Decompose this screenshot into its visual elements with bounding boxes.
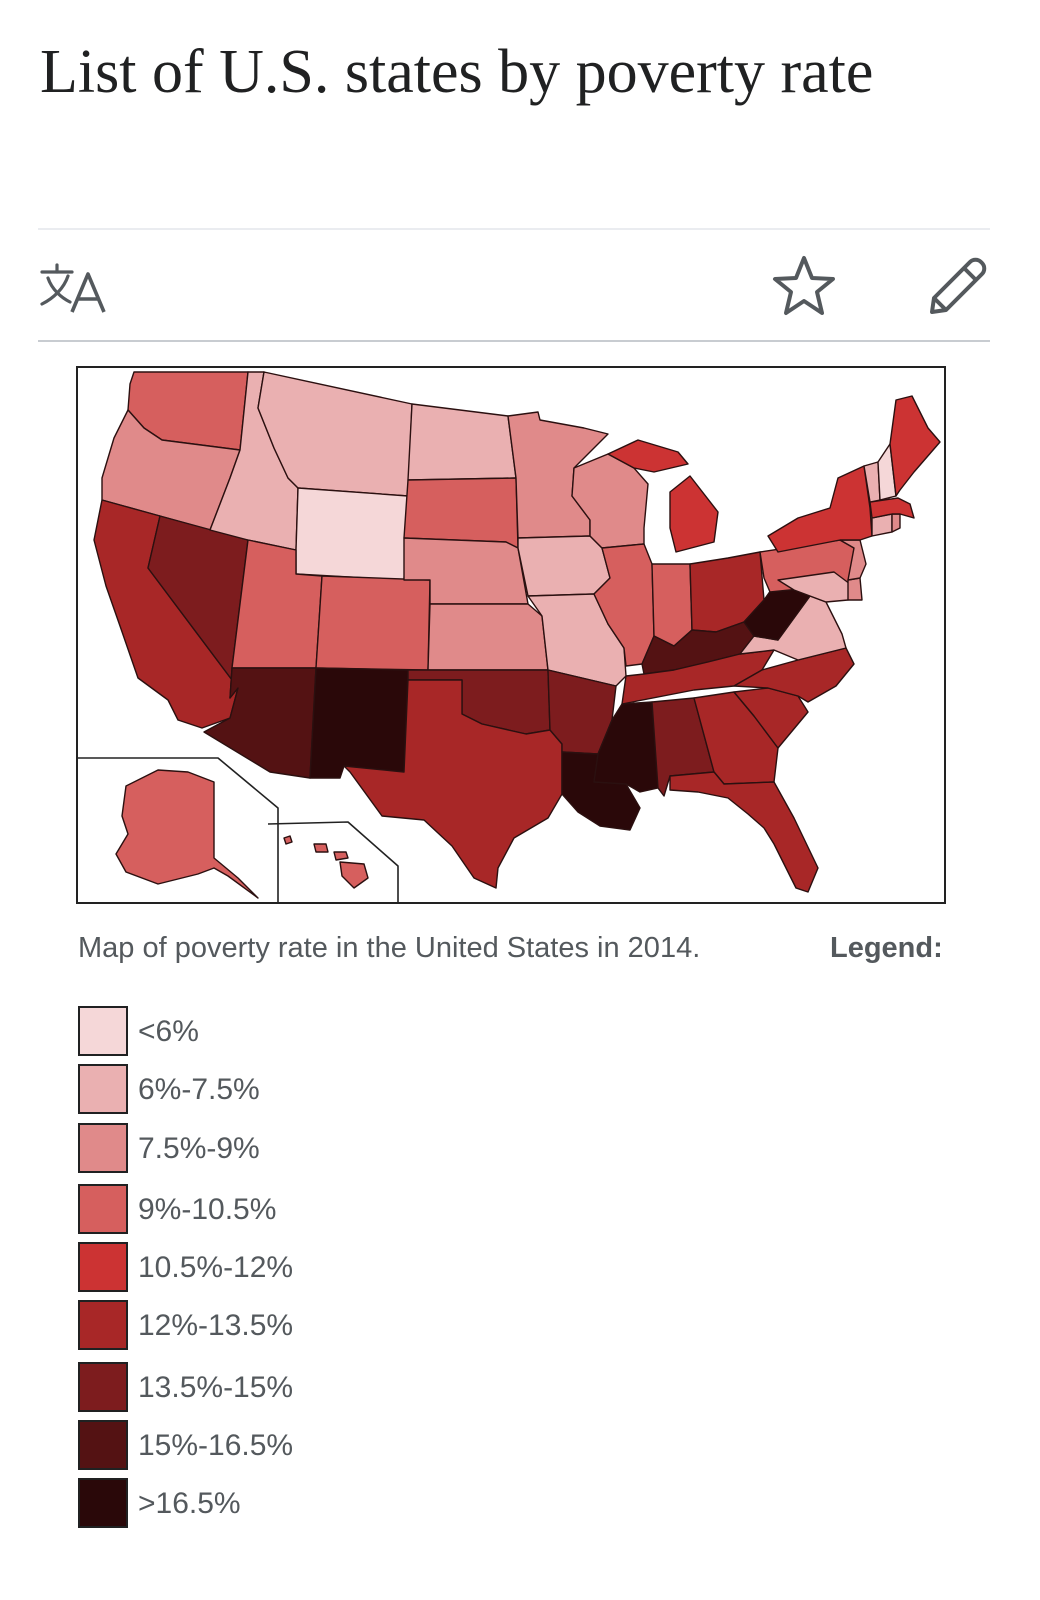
legend-item-label: 15%-16.5% [138, 1429, 294, 1462]
legend-item-label: >16.5% [138, 1487, 241, 1520]
state-massachusetts[interactable] [869, 497, 915, 519]
state-north-dakota[interactable] [407, 403, 517, 481]
caption-text: Map of poverty rate in the United States… [78, 932, 701, 964]
state-mississippi[interactable] [593, 701, 659, 793]
legend-swatch [78, 1184, 128, 1234]
pencil-icon[interactable] [924, 254, 990, 320]
legend-item: 9%-10.5% [78, 1182, 478, 1236]
state-kansas[interactable] [427, 603, 549, 671]
legend-item-label: 9%-10.5% [138, 1193, 277, 1226]
map-caption: Map of poverty rate in the United States… [78, 926, 1008, 970]
state-hawaii[interactable] [283, 835, 369, 889]
state-maine[interactable] [889, 395, 941, 497]
legend-heading: Legend: [830, 932, 943, 964]
page-title: List of U.S. states by poverty rate [40, 38, 874, 106]
legend-swatch [78, 1064, 128, 1114]
state-maryland[interactable] [777, 571, 851, 603]
title-divider [38, 228, 990, 230]
legend-swatch [78, 1420, 128, 1470]
legend-item: 7.5%-9% [78, 1121, 478, 1175]
hawaii-inset-frame [267, 821, 399, 902]
legend-item: 10.5%-12% [78, 1240, 478, 1294]
legend-item: >16.5% [78, 1476, 478, 1530]
state-rhode-island[interactable] [891, 513, 901, 533]
alaska-inset-frame [78, 757, 279, 902]
state-wyoming[interactable] [295, 487, 409, 581]
legend-item-label: 10.5%-12% [138, 1251, 294, 1284]
star-icon[interactable] [772, 254, 836, 318]
legend-item: <6% [78, 1004, 478, 1058]
legend-item: 13.5%-15% [78, 1360, 478, 1414]
legend-swatch [78, 1006, 128, 1056]
legend-swatch [78, 1478, 128, 1528]
legend-swatch [78, 1362, 128, 1412]
legend-item-label: 7.5%-9% [138, 1132, 260, 1165]
legend-item-label: 13.5%-15% [138, 1371, 294, 1404]
state-north-carolina[interactable] [733, 647, 855, 703]
state-texas[interactable] [343, 679, 563, 889]
legend-swatch [78, 1242, 128, 1292]
legend-item-label: 12%-13.5% [138, 1309, 294, 1342]
state-new-mexico[interactable] [309, 667, 409, 779]
state-michigan[interactable] [607, 439, 719, 553]
state-illinois[interactable] [593, 543, 655, 667]
state-florida[interactable] [669, 771, 819, 893]
legend-item-label: 6%-7.5% [138, 1073, 260, 1106]
translate-icon[interactable] [38, 262, 110, 314]
state-indiana[interactable] [651, 563, 693, 647]
poverty-map[interactable] [76, 366, 946, 904]
legend-item-label: <6% [138, 1015, 199, 1048]
legend-item: 6%-7.5% [78, 1062, 478, 1116]
state-iowa[interactable] [517, 535, 611, 597]
legend-swatch [78, 1300, 128, 1350]
state-colorado[interactable] [315, 575, 431, 671]
toolbar-divider [38, 340, 990, 342]
state-delaware[interactable] [847, 577, 863, 601]
state-alaska[interactable] [115, 769, 259, 899]
state-south-dakota[interactable] [403, 477, 519, 549]
state-new-york[interactable] [767, 465, 873, 553]
legend-swatch [78, 1123, 128, 1173]
legend-item: 15%-16.5% [78, 1418, 478, 1472]
legend-item: 12%-13.5% [78, 1298, 478, 1352]
